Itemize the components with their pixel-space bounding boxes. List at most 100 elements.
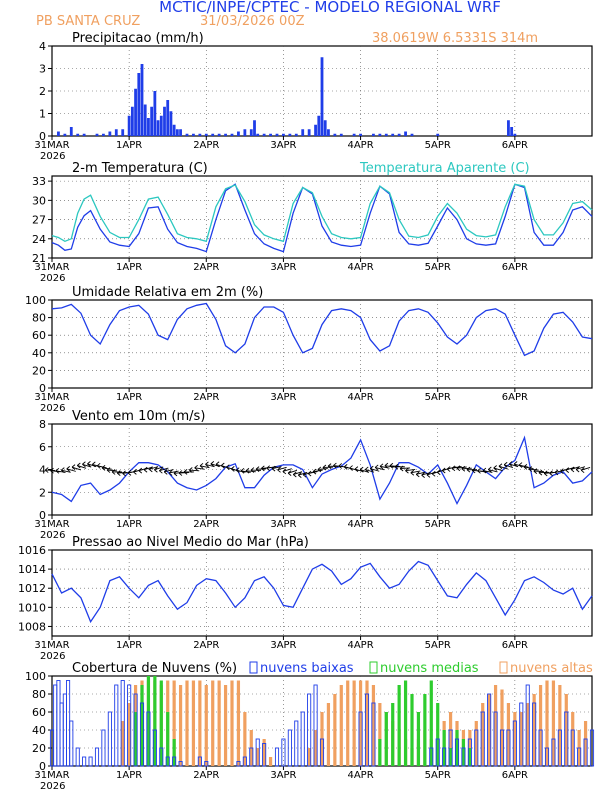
wind-vector-head	[441, 467, 446, 471]
precip-bar	[359, 133, 362, 136]
wind-vector	[451, 466, 462, 469]
cloud-low-bar	[120, 680, 125, 767]
cloud-high-bar	[223, 685, 228, 766]
wind-vector-head	[410, 469, 415, 474]
precip-bar	[143, 104, 147, 136]
wind-vector-head	[199, 465, 204, 469]
precip-bar	[275, 133, 279, 136]
cloud-high-bar	[545, 680, 549, 766]
wind-vector-head	[138, 470, 143, 474]
precip-bar	[243, 129, 247, 136]
cloud-low-bar	[538, 729, 543, 767]
y-tick-label: 21	[32, 252, 46, 265]
x-tick-label: 3APR	[270, 640, 296, 651]
x-tick-label: 1APR	[116, 262, 142, 273]
wind-vector	[384, 465, 395, 468]
cloud-high-bar	[243, 712, 247, 766]
wind-vector-head	[302, 474, 307, 478]
wind-vector-head	[133, 471, 137, 475]
legend-swatch	[499, 661, 508, 674]
cloud-high-bar	[519, 712, 523, 766]
wind-vector-head	[518, 462, 523, 466]
panel-2: 21 24 27 30 33 31MAR 1APR 2APR 3APR 4APR 5APR 6APR 2…	[32, 161, 593, 284]
cloud-low-bar	[564, 711, 569, 767]
panel-title: Pressao ao Nivel Medio do Mar (hPa)	[72, 535, 309, 550]
y-tick-label: 24	[32, 233, 46, 246]
x-year-label: 2026	[40, 530, 65, 541]
cloud-low-bar	[133, 693, 138, 767]
wind-vector	[189, 469, 200, 472]
wind-vector-head	[508, 461, 513, 465]
wind-vector-head	[87, 463, 91, 467]
wind-vector-head	[163, 469, 168, 473]
wind-vector-head	[194, 467, 198, 471]
cloud-low-bar	[255, 738, 260, 767]
wind-vector-head	[55, 467, 60, 472]
cloud-mid-bar	[403, 680, 408, 766]
legend-label: nuvens altas	[510, 661, 593, 676]
x-tick-label: 3APR	[270, 140, 296, 151]
wind-vector	[82, 463, 92, 468]
wind-vector-head	[405, 467, 409, 472]
wind-vector-head	[338, 463, 343, 467]
cloud-high-bar	[211, 680, 215, 766]
wind-vector-head	[210, 461, 215, 465]
wind-vector-head	[61, 469, 65, 473]
wind-vector-head	[312, 468, 317, 472]
cloud-low-bar	[364, 693, 370, 767]
x-tick-label: 4APR	[347, 770, 373, 781]
wind-vector-head	[513, 463, 518, 467]
cloud-low-bar	[56, 680, 61, 767]
cloud-high-bar	[339, 685, 343, 766]
precip-bar	[384, 133, 388, 136]
cloud-high-bar	[506, 703, 511, 766]
cloud-mid-bar	[397, 685, 401, 766]
series-line-1	[51, 435, 593, 506]
wind-vector	[375, 466, 385, 471]
cloud-low-bar	[88, 756, 93, 767]
wind-vector-head	[399, 468, 404, 472]
wind-vector-head	[327, 465, 332, 469]
y-tick-label: 1	[39, 108, 46, 121]
wind-vector-head	[178, 472, 183, 476]
cloud-low-bar	[139, 702, 145, 767]
wind-vector-head	[477, 470, 481, 474]
cloud-low-bar	[544, 747, 550, 767]
wind-vector-head	[436, 469, 441, 473]
wind-vector-head	[333, 465, 337, 469]
wind-vector	[106, 469, 117, 472]
wind-vector-head	[149, 469, 153, 473]
wind-vector-head	[538, 469, 543, 473]
x-year-label: 2026	[40, 151, 65, 162]
wind-vector-head	[277, 469, 281, 473]
precip-bar	[121, 129, 125, 136]
wind-vector-head	[255, 468, 260, 472]
cloud-low-bar	[127, 684, 132, 767]
precip-bar	[153, 91, 157, 136]
wind-vector-head	[503, 461, 508, 466]
wind-vector-head	[374, 464, 379, 468]
x-tick-label: 4APR	[347, 392, 373, 403]
wind-vector-head	[349, 467, 353, 471]
cloud-high-bar	[326, 703, 331, 766]
wind-vector	[240, 470, 251, 473]
wind-vector-head	[133, 468, 137, 473]
x-tick-label: 2APR	[193, 392, 219, 403]
wind-vector-head	[50, 467, 54, 472]
wind-vector-head	[441, 470, 446, 474]
wind-vector-head	[302, 471, 307, 476]
legend-swatch	[369, 661, 378, 674]
wind-vector-head	[461, 465, 466, 470]
panel-1: 0 1 2 3 4 31MAR 1APR 2APR 3APR 4APR 5APR 6APR 2026 Pr…	[34, 31, 593, 162]
panel-frame	[51, 175, 593, 259]
cloud-high-bar	[500, 689, 504, 766]
x-tick-label: 5APR	[425, 519, 451, 530]
cloud-high-bar	[204, 685, 208, 766]
wind-vector	[178, 472, 189, 474]
wind-vector	[477, 470, 488, 473]
wind-vector-head	[77, 462, 81, 466]
wind-vector-head	[143, 469, 148, 473]
precip-bar	[301, 129, 305, 136]
y-tick-label: 33	[32, 175, 46, 188]
wind-vector	[66, 468, 76, 472]
